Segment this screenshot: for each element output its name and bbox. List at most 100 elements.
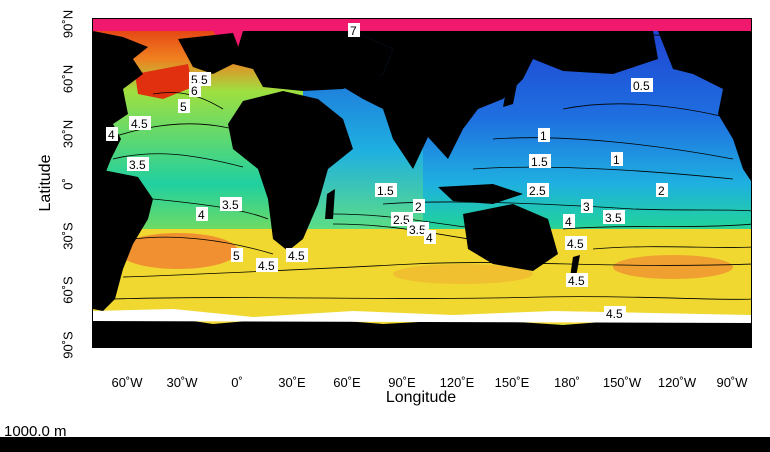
contour-label: 3.5 xyxy=(127,157,149,172)
y-axis-label: Latitude xyxy=(37,154,54,212)
south-america xyxy=(93,169,153,311)
indonesia xyxy=(438,184,523,204)
y-tick-label: 60˚S xyxy=(60,276,76,304)
europe xyxy=(233,31,393,91)
svg-text:5: 5 xyxy=(233,249,240,263)
contour-line xyxy=(472,166,734,180)
svg-text:6: 6 xyxy=(191,84,198,98)
y-tick-label: 30˚S xyxy=(60,222,76,250)
svg-text:1: 1 xyxy=(613,153,620,167)
contour-line xyxy=(562,103,734,120)
svg-text:5: 5 xyxy=(180,100,187,114)
x-tick-label: 120˚W xyxy=(657,375,697,390)
x-tick-label: 60˚E xyxy=(333,375,361,390)
svg-text:4: 4 xyxy=(426,231,433,245)
x-tick-label: 150˚W xyxy=(602,375,642,390)
svg-text:7: 7 xyxy=(350,24,357,38)
contour-label: 0.5 xyxy=(631,78,653,93)
svg-text:1: 1 xyxy=(540,129,547,143)
y-tick-label: 90˚N xyxy=(60,9,76,39)
arctic-band xyxy=(93,19,751,31)
contour-label: 4 xyxy=(424,230,436,245)
contour-label: 3.5 xyxy=(603,210,625,225)
warm-patch-south-atlantic xyxy=(118,233,238,269)
new-zealand xyxy=(570,255,580,277)
contour-label: 1 xyxy=(611,152,623,167)
x-tick-label: 60˚W xyxy=(111,375,143,390)
contour-labels: 7 5.5 6 5 4.5 4 3.5 3.5 4 5 4.5 4.5 0.5 … xyxy=(106,23,668,321)
contour-label: 4.5 xyxy=(286,248,308,263)
svg-text:2: 2 xyxy=(658,184,665,198)
svg-text:4.5: 4.5 xyxy=(567,237,584,251)
svg-text:4.5: 4.5 xyxy=(258,259,275,273)
contour-label: 1.5 xyxy=(529,154,551,169)
x-tick-label: 90˚E xyxy=(388,375,416,390)
depth-label: 1000.0 m xyxy=(4,423,67,440)
contour-label: 4 xyxy=(106,127,118,142)
bottom-bar xyxy=(0,437,770,452)
y-tick-label: 60˚N xyxy=(60,64,76,94)
y-tick-label: 90˚S xyxy=(60,331,76,359)
australia xyxy=(463,204,558,271)
antarctic-ice xyxy=(93,309,751,323)
warm-patch-south-pacific xyxy=(613,255,733,279)
svg-text:4.5: 4.5 xyxy=(568,274,585,288)
contour-label: 2.5 xyxy=(527,183,549,198)
contour-label: 4.5 xyxy=(129,116,151,131)
contour-label: 5 xyxy=(231,248,243,263)
svg-text:4.5: 4.5 xyxy=(131,117,148,131)
north-america xyxy=(93,31,148,179)
contour-line xyxy=(152,198,269,220)
warm-patch-south-indian xyxy=(393,264,533,284)
contour-label: 7 xyxy=(348,23,360,38)
asia xyxy=(343,31,658,169)
x-tick-label: 150˚E xyxy=(494,375,530,390)
svg-text:4: 4 xyxy=(198,208,205,222)
svg-text:4.5: 4.5 xyxy=(288,249,305,263)
contour-label: 2 xyxy=(656,183,668,198)
svg-text:3.5: 3.5 xyxy=(409,223,426,237)
japan xyxy=(503,79,518,107)
contour-line xyxy=(122,262,751,278)
contour-label: 3.5 xyxy=(407,222,429,237)
contour-label: 1.5 xyxy=(375,183,397,198)
contour-line xyxy=(562,223,751,230)
contour-line xyxy=(112,296,751,300)
svg-text:3.5: 3.5 xyxy=(129,158,146,172)
svg-text:3.5: 3.5 xyxy=(605,211,622,225)
contour-label: 4.5 xyxy=(256,258,278,273)
contour-label: 4.5 xyxy=(566,273,588,288)
x-tick-label: 30˚E xyxy=(278,375,306,390)
x-tick-label: 90˚W xyxy=(716,375,748,390)
contour-label: 2 xyxy=(413,199,425,214)
central-america xyxy=(733,139,751,181)
svg-text:2.5: 2.5 xyxy=(393,213,410,227)
contour-line xyxy=(382,201,751,212)
contour-label: 1 xyxy=(538,128,550,143)
madagascar xyxy=(325,189,335,219)
contour-line xyxy=(112,123,234,138)
contour-label: 4 xyxy=(196,207,208,222)
x-axis-label: Longitude xyxy=(385,389,457,406)
contour-line xyxy=(492,137,734,160)
svg-text:1.5: 1.5 xyxy=(377,184,394,198)
alaska-canada xyxy=(658,31,751,139)
x-tick-label: 0˚ xyxy=(231,375,243,390)
y-tick-label: 0˚ xyxy=(60,178,76,190)
contour-label: 3.5 xyxy=(220,197,242,212)
contour-lines xyxy=(112,32,751,300)
svg-text:4: 4 xyxy=(565,215,572,229)
contour-line xyxy=(112,153,244,168)
svg-text:0.5: 0.5 xyxy=(633,79,650,93)
contour-label: 4 xyxy=(563,214,575,229)
svg-text:2: 2 xyxy=(415,200,422,214)
contour-label: 4.5 xyxy=(604,306,626,321)
contour-line xyxy=(262,32,674,37)
greenland xyxy=(178,33,243,74)
antarctica xyxy=(93,315,751,347)
contour-label: 5 xyxy=(178,99,190,114)
ocean-temperature-map: 7 5.5 6 5 4.5 4 3.5 3.5 4 5 4.5 4.5 0.5 … xyxy=(93,19,751,347)
labrador-hot xyxy=(135,64,193,99)
contour-line xyxy=(132,236,274,255)
x-tick-label: 120˚E xyxy=(439,375,475,390)
